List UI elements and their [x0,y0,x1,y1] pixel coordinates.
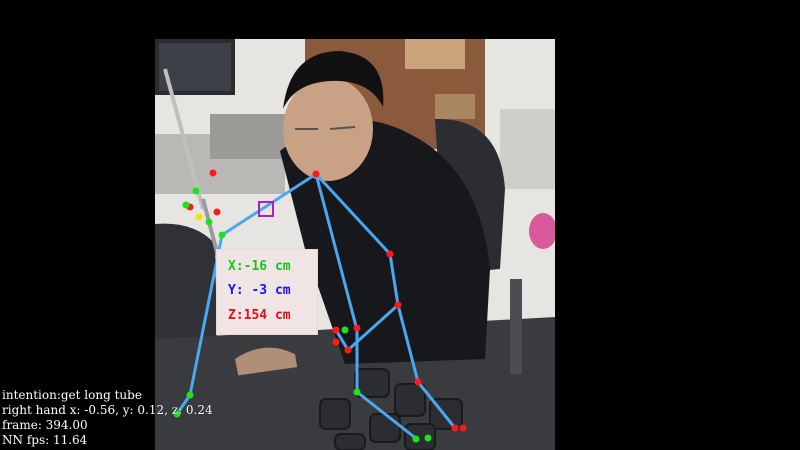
skeleton-joint [192,187,200,195]
camera-feed [155,39,555,450]
z-coordinate: Z:154 cm [228,308,291,323]
cardboard-box [435,94,475,119]
printer [210,114,285,159]
skeleton-joint [186,391,194,399]
skeleton-bone [220,172,318,237]
aluminum-post [510,279,522,374]
side-table [500,109,555,189]
pink-object [529,213,555,249]
skeleton-joint [209,169,217,177]
skeleton-bone [416,380,457,430]
skeleton-joint [414,378,422,386]
coordinate-readout: X:-16 cm Y: -3 cm Z:154 cm [216,249,318,335]
skeleton-joint [205,218,213,226]
skeleton-joint [394,301,402,309]
glasses [295,126,356,130]
intention-text: intention:get long tube [2,388,142,402]
right-hand-text: right hand x: -0.56, y: 0.12, z: 0.24 [2,403,213,417]
y-coordinate: Y: -3 cm [228,283,291,298]
skeleton-bone [396,303,420,384]
skeleton-joint [173,410,181,418]
skeleton-joint [182,201,190,209]
skeleton-bone [314,172,359,332]
person-face [283,77,373,181]
skeleton-joint [412,435,420,443]
skeleton-joint [451,424,459,432]
skeleton-bone [175,393,192,416]
target-marker [258,201,274,217]
skeleton-joint [218,231,226,239]
x-coordinate: X:-16 cm [228,259,291,274]
skeleton-joints [173,169,467,443]
fps-text: NN fps: 11.64 [2,433,88,447]
skeleton-joint [459,424,467,432]
skeleton-joint [424,434,432,442]
long-tube [233,366,307,398]
monitor-screen [159,43,231,91]
skeleton-joint [332,326,340,334]
skeleton-joint [341,326,349,334]
skeleton-joint [332,338,340,346]
skeleton-joint [213,208,221,216]
skeleton-bone [334,328,350,352]
fanuc-box [405,39,465,69]
skeleton-joint [353,324,361,332]
person-hair [283,51,384,109]
lamp-stand [163,68,205,210]
office-chair-left [155,223,217,344]
skeleton [175,172,457,442]
status-panel: intention:get long tube right hand x: -0… [2,388,402,448]
skeleton-joint [386,250,394,258]
skeleton-joint [353,388,361,396]
skeleton-joint [195,213,203,221]
person-jacket [280,119,490,364]
skeleton-joint [312,170,320,178]
frame-text: frame: 394.00 [2,418,88,432]
skeleton-joint [344,346,352,354]
camera-scene [155,39,555,450]
skeleton-bone [388,252,400,307]
skeleton-bone [355,390,420,442]
skeleton-bone [314,172,392,256]
